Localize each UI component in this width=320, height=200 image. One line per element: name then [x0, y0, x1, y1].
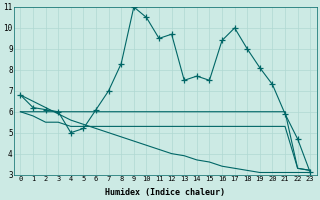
X-axis label: Humidex (Indice chaleur): Humidex (Indice chaleur) — [105, 188, 225, 197]
